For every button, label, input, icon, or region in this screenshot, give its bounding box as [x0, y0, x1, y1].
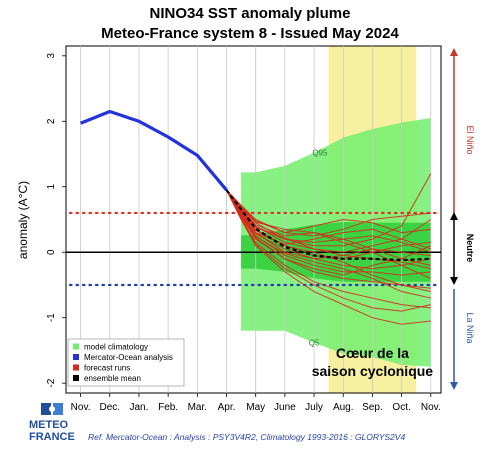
legend-box — [67, 338, 185, 387]
forecast-run — [226, 189, 431, 260]
legend-swatch — [73, 375, 79, 381]
el-nino-arrow-head — [450, 48, 458, 56]
x-tick-label: Sep. — [362, 402, 383, 413]
forecast-run — [226, 189, 431, 234]
forecast-run — [226, 189, 431, 237]
x-tick-label: Feb. — [158, 402, 178, 413]
neutre-arrow-head-up — [450, 212, 458, 220]
forecast-run — [226, 189, 431, 293]
y-tick-label: 2 — [46, 118, 57, 124]
x-tick-label: June — [274, 402, 296, 413]
y-axis-label: anomaly (A°C) — [16, 181, 30, 259]
x-tick-label: May — [246, 402, 265, 413]
quantile-label: Q5 — [309, 339, 320, 348]
x-tick-label: Mar. — [188, 402, 207, 413]
reference-text: Ref. Mercator-Ocean : Analysis : PSY3V4R… — [88, 432, 405, 442]
forecast-run — [226, 189, 431, 312]
y-tick-label: -2 — [46, 378, 57, 387]
x-tick-label: Nov. — [421, 402, 441, 413]
x-tick-label: July — [305, 402, 323, 413]
ensemble-mean-line — [225, 189, 431, 262]
chart-title-line1: NINO34 SST anomaly plume — [150, 5, 351, 22]
la-nina-arrow-head — [450, 382, 458, 390]
forecast-run — [226, 189, 431, 309]
x-tick-label: Jan. — [130, 402, 149, 413]
forecast-run — [226, 189, 431, 299]
y-tick-label: 3 — [46, 53, 57, 59]
legend-swatch — [73, 364, 79, 371]
legend-item-label: Mercator-Ocean analysis — [84, 353, 173, 362]
logo-icon — [41, 403, 63, 415]
legend-item-label: forecast runs — [84, 364, 130, 373]
enso-phase-indicator: El Niño Neutre La Niña — [450, 48, 475, 390]
meteo-france-logo: METEO FRANCE — [29, 403, 75, 443]
legend-swatch — [73, 354, 79, 360]
x-tick-label: Nov. — [71, 402, 91, 413]
legend-swatch — [73, 343, 79, 350]
analysis-line — [79, 109, 228, 192]
neutre-arrow-head-down — [450, 277, 458, 285]
annotation-line2: saison cyclonique — [312, 363, 434, 379]
plot-area: Nov. Dec. Jan. Feb. Mar. Apr. May June July Aug. S… — [46, 45, 442, 413]
x-tick-label: Oct. — [392, 402, 410, 413]
neutre-label: Neutre — [465, 234, 475, 263]
plot-frame — [65, 45, 442, 394]
chart-title-line2: Meteo-France system 8 - Issued May 2024 — [101, 25, 399, 42]
legend-item-label: model climatology — [84, 343, 148, 352]
legend-item-label: ensemble mean — [84, 374, 141, 383]
x-tick-label: Apr. — [218, 402, 236, 413]
la-nina-label: La Niña — [465, 312, 475, 343]
forecast-run — [226, 189, 431, 250]
annotation-line1: Cœur de la — [336, 345, 409, 361]
quantile-label: Q95 — [312, 149, 328, 158]
y-tick-label: 0 — [46, 249, 57, 255]
logo-text-france: FRANCE — [29, 431, 75, 443]
x-tick-label: Aug. — [333, 402, 354, 413]
logo-text-meteo: METEO — [29, 419, 69, 431]
y-tick-label: 1 — [46, 184, 57, 190]
forecast-run — [226, 189, 431, 270]
y-tick-label: -1 — [46, 313, 57, 322]
el-nino-label: El Niño — [465, 125, 475, 154]
x-tick-label: Dec. — [99, 402, 120, 413]
